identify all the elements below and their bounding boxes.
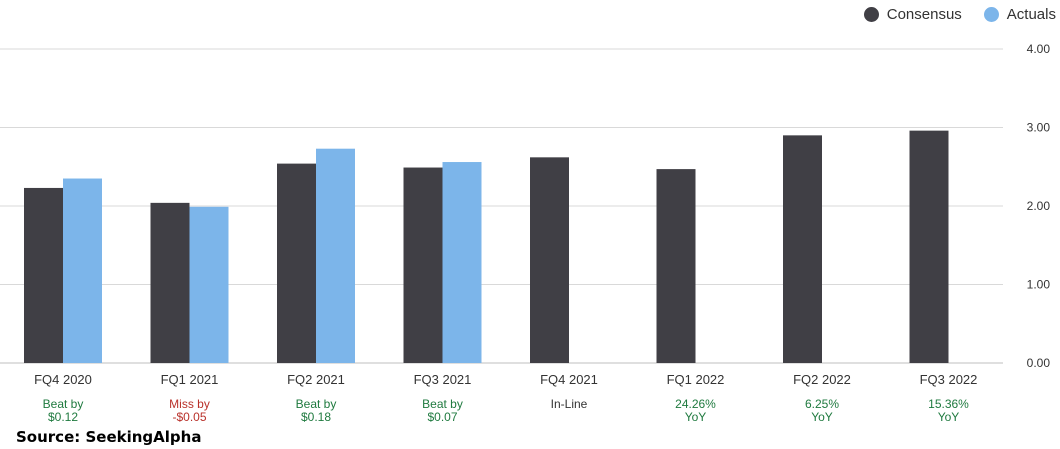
annotation-line2: YoY [811,410,833,424]
source-note: Source: SeekingAlpha [16,428,202,446]
legend-item-actuals[interactable]: Actuals [983,6,1056,23]
legend-item-consensus[interactable]: Consensus [863,6,962,23]
x-tick-label: FQ3 2022 [920,372,978,387]
annotation-line1: Miss by [169,397,210,411]
annotation-line2: YoY [685,410,707,424]
annotation-line2: -$0.05 [172,410,206,424]
annotation-line2: $0.18 [301,410,331,424]
annotation-line1: Beat by [43,397,84,411]
y-tick-label: 4.00 [1027,42,1051,56]
bar-consensus-0[interactable] [24,187,63,363]
annotation-line2: $0.07 [427,410,457,424]
bar-actuals-1[interactable] [189,206,229,363]
x-tick-label: FQ4 2021 [540,372,598,387]
bar-consensus-1[interactable] [150,202,190,363]
legend: Consensus Actuals [863,6,1056,23]
bar-consensus-2[interactable] [277,163,316,363]
grid-lines [0,48,1003,364]
legend-label-actuals: Actuals [1006,6,1056,23]
y-tick-label: 3.00 [1027,121,1051,135]
bar-actuals-2[interactable] [316,148,355,363]
bar-consensus-3[interactable] [403,167,443,363]
actuals-dot-icon [983,7,999,22]
annotation-line2: $0.12 [48,410,78,424]
bars [24,130,949,363]
annotation-line2: YoY [938,410,960,424]
x-tick-label: FQ1 2022 [667,372,725,387]
y-tick-label: 0.00 [1027,356,1051,370]
y-tick-label: 2.00 [1027,199,1051,213]
x-tick-label: FQ2 2021 [287,372,345,387]
bar-actuals-0[interactable] [63,178,102,363]
annotation-line1: Beat by [422,397,463,411]
annotation-line1: 24.26% [675,397,716,411]
annotation-line1: 15.36% [928,397,969,411]
x-tick-label: FQ2 2022 [793,372,851,387]
x-tick-label: FQ3 2021 [414,372,472,387]
bar-consensus-7[interactable] [909,130,949,363]
bar-actuals-3[interactable] [442,162,482,363]
x-tick-label: FQ1 2021 [161,372,219,387]
bar-consensus-4[interactable] [530,157,569,363]
bar-consensus-6[interactable] [783,135,822,363]
annotation-line1: In-Line [551,397,588,411]
y-tick-label: 1.00 [1027,278,1051,292]
annotation-line1: Beat by [296,397,337,411]
consensus-dot-icon [863,7,879,22]
annotation-line1: 6.25% [805,397,839,411]
legend-label-consensus: Consensus [886,6,962,23]
x-tick-label: FQ4 2020 [34,372,92,387]
bar-consensus-5[interactable] [656,169,696,363]
